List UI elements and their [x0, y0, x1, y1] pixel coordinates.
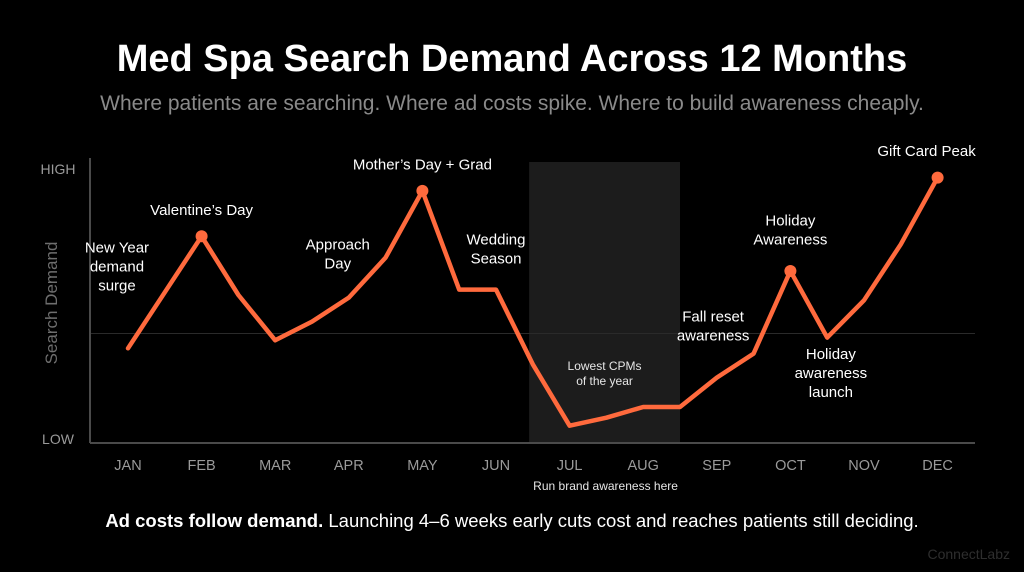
annotation-label: launch: [809, 384, 853, 401]
footer-bold-text: Ad costs follow demand.: [105, 510, 324, 531]
x-tick-label: OCT: [775, 458, 806, 474]
annotation-label: New Year: [85, 239, 149, 256]
annotation-label: Mother’s Day + Grad: [353, 157, 492, 174]
x-tick-label: APR: [334, 458, 364, 474]
y-tick-label: LOW: [42, 431, 75, 447]
annotation-label: Approach: [306, 237, 370, 254]
annotation-label: awareness: [795, 365, 868, 382]
peak-marker: [784, 264, 797, 277]
footer-note: Ad costs follow demand. Launching 4–6 we…: [0, 510, 1024, 532]
highlight-label: Lowest CPMs: [568, 359, 642, 373]
chart-subtitle: Where patients are searching. Where ad c…: [100, 92, 924, 115]
annotation-label: demand: [90, 258, 144, 275]
footer-rest-text: Launching 4–6 weeks early cuts cost and …: [323, 510, 919, 531]
x-tick-label: DEC: [922, 458, 953, 474]
x-tick-label: NOV: [848, 458, 880, 474]
peak-marker: [931, 171, 944, 184]
annotation-label: Wedding: [467, 231, 526, 248]
low-cpm-highlight-band: [529, 162, 680, 443]
peak-marker: [416, 184, 429, 197]
annotation-label: Holiday: [765, 213, 816, 230]
annotation-label: awareness: [677, 328, 750, 345]
x-tick-label: MAR: [259, 458, 291, 474]
x-tick-label: AUG: [627, 458, 658, 474]
peak-marker: [195, 230, 208, 243]
annotation-label: Awareness: [753, 232, 827, 249]
x-tick-label: JAN: [114, 458, 141, 474]
demand-series-line: [125, 175, 940, 428]
x-tick-label: SEP: [702, 458, 731, 474]
annotation-label: surge: [98, 277, 136, 294]
y-axis-title: Search Demand: [42, 242, 61, 365]
x-tick-label: JUN: [482, 458, 510, 474]
annotation-label: Valentine’s Day: [150, 202, 253, 219]
y-tick-label: HIGH: [41, 161, 76, 177]
x-tick-label: MAY: [407, 458, 438, 474]
highlight-label: of the year: [576, 374, 633, 388]
brand-watermark: ConnectLabz: [927, 546, 1010, 562]
annotation-label: Day: [324, 256, 351, 273]
annotation-label: Gift Card Peak: [877, 143, 976, 160]
x-tick-label: JUL: [557, 458, 583, 474]
annotation-label: Fall reset: [682, 309, 745, 326]
highlight-caption: Run brand awareness here: [533, 479, 678, 493]
x-tick-label: FEB: [187, 458, 215, 474]
chart-title: Med Spa Search Demand Across 12 Months: [116, 38, 908, 80]
annotation-label: Holiday: [806, 346, 857, 363]
annotation-label: Season: [471, 250, 522, 267]
